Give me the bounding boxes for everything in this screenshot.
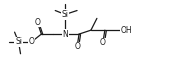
Text: O: O (29, 37, 34, 46)
Text: O: O (74, 42, 80, 51)
Text: N: N (62, 30, 68, 39)
Text: O: O (100, 38, 106, 47)
Text: Si: Si (62, 10, 69, 19)
Text: OH: OH (121, 26, 132, 35)
Text: O: O (35, 18, 40, 27)
Text: Si: Si (15, 37, 22, 46)
